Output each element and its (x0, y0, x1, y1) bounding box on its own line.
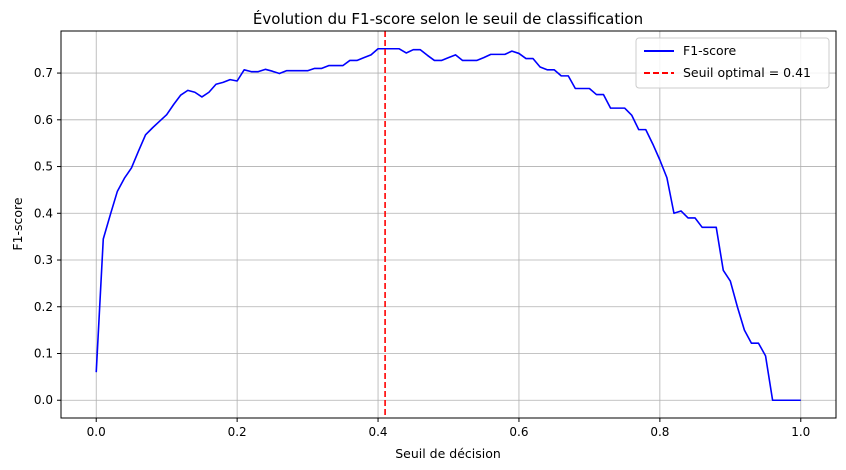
y-tick-label: 0.7 (34, 66, 53, 80)
legend-box (635, 37, 830, 89)
x-tick-label: 0.0 (87, 425, 106, 439)
y-axis-ticks: 0.0 0.1 0.2 0.3 0.4 0.5 0.6 0.7 (34, 66, 61, 407)
x-tick-label: 0.6 (509, 425, 528, 439)
y-tick-label: 0.0 (34, 393, 53, 407)
grid-lines (61, 31, 836, 418)
legend: F1-score Seuil optimal = 0.41 (635, 37, 830, 89)
x-tick-label: 1.0 (791, 425, 810, 439)
x-tick-label: 0.8 (650, 425, 669, 439)
x-tick-label: 0.4 (368, 425, 387, 439)
x-tick-label: 0.2 (228, 425, 247, 439)
legend-label-f1-score: F1-score (683, 43, 737, 58)
y-tick-label: 0.5 (34, 160, 53, 174)
y-tick-label: 0.2 (34, 300, 53, 314)
plot-frame (60, 30, 837, 419)
series-layer (95, 31, 801, 418)
chart-title: Évolution du F1-score selon le seuil de … (253, 9, 643, 28)
y-tick-label: 0.4 (34, 206, 53, 220)
x-axis-label: Seuil de décision (395, 446, 501, 461)
f1-score-line (95, 47, 801, 402)
y-tick-label: 0.6 (34, 113, 53, 127)
x-axis-ticks: 0.0 0.2 0.4 0.6 0.8 1.0 (87, 418, 810, 439)
y-tick-label: 0.1 (34, 347, 53, 361)
y-axis-label: F1-score (10, 197, 25, 251)
y-tick-label: 0.3 (34, 253, 53, 267)
legend-label-seuil-optimal: Seuil optimal = 0.41 (683, 65, 811, 80)
